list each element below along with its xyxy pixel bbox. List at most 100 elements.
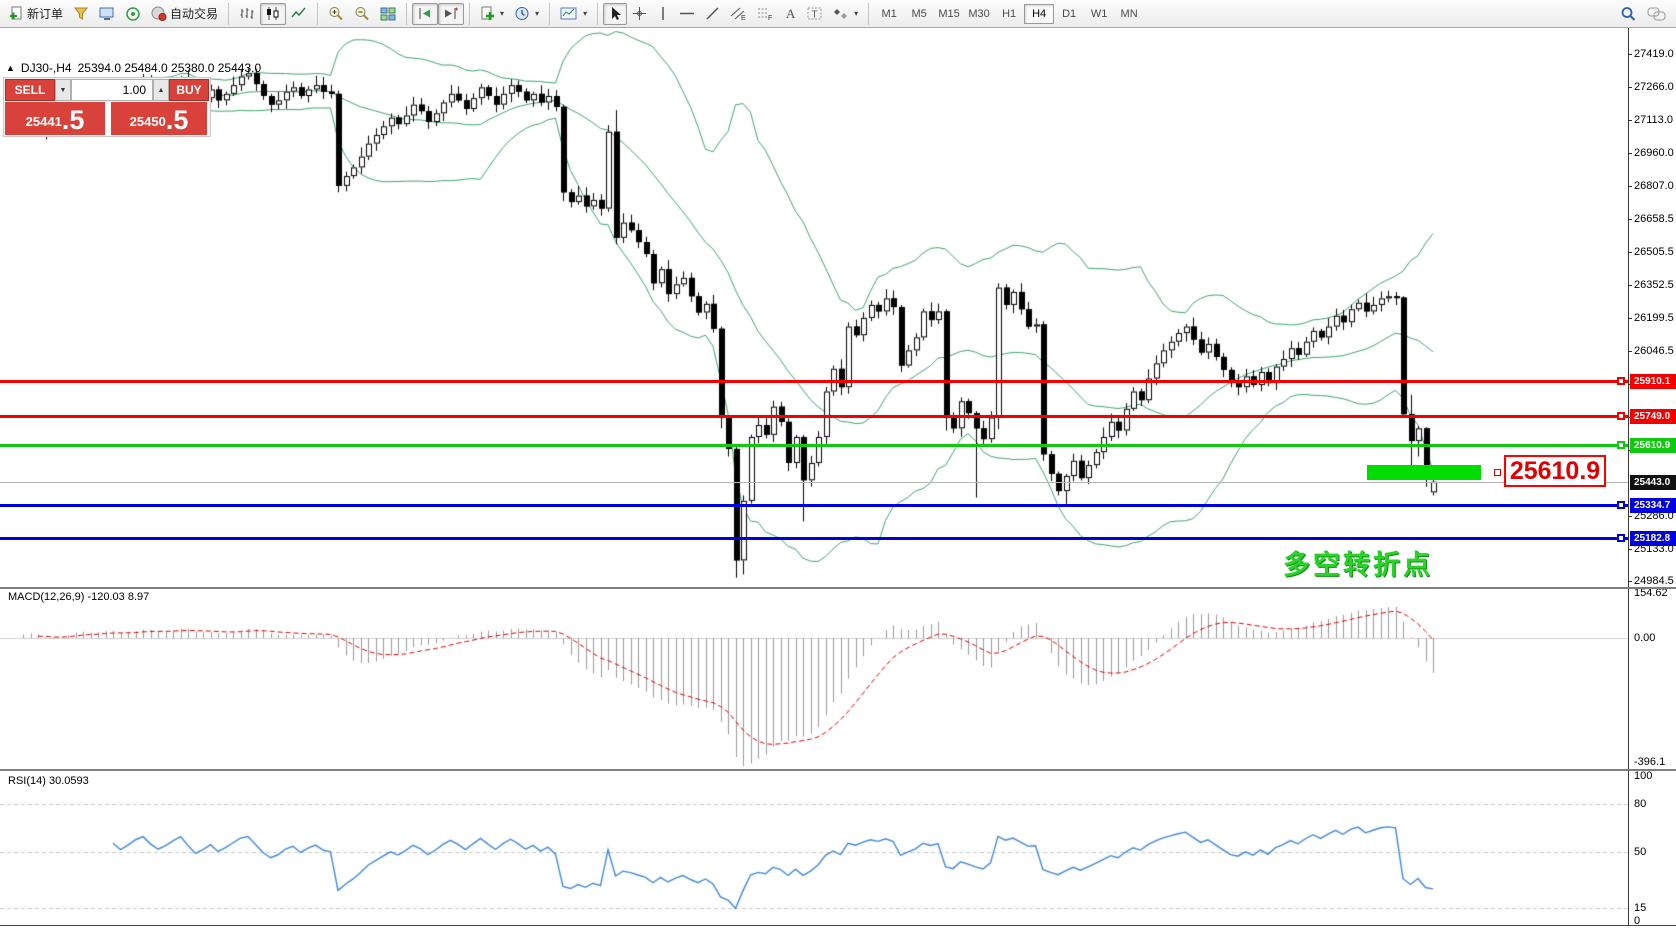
volume-increase-button[interactable]: ▲ bbox=[153, 79, 169, 101]
price-chart-canvas[interactable] bbox=[0, 28, 1676, 951]
chat-button[interactable] bbox=[1642, 3, 1672, 25]
new-order-button[interactable]: 新订单 bbox=[4, 3, 68, 25]
market-watch-button[interactable] bbox=[68, 3, 94, 25]
signals-button[interactable] bbox=[120, 3, 146, 25]
time-axis-border bbox=[0, 925, 1676, 926]
line-anchor-square bbox=[1617, 501, 1625, 510]
horizontal-line-25610.9[interactable] bbox=[0, 444, 1628, 448]
line-anchor-square bbox=[1617, 534, 1625, 543]
zoom-in-button[interactable] bbox=[323, 3, 349, 25]
candlestick-chart-button[interactable] bbox=[260, 2, 287, 25]
cursor-icon bbox=[612, 7, 622, 20]
one-click-trading-panel: SELL ▼ 1.00 ▲ BUY 25441 .5 25450 .5 bbox=[3, 77, 211, 137]
toolbar-separator bbox=[406, 2, 408, 25]
zoom-out-icon bbox=[355, 7, 369, 21]
macd-scale-max: 154.62 bbox=[1634, 587, 1668, 599]
timeframe-d1[interactable]: D1 bbox=[1062, 7, 1077, 20]
auto-trading-label: 自动交易 bbox=[170, 7, 219, 21]
fibonacci-icon: F bbox=[758, 8, 772, 21]
arrows-button[interactable]: ▾ bbox=[828, 3, 863, 25]
macd-scale-min: -396.1 bbox=[1634, 756, 1666, 768]
text-icon: A bbox=[786, 6, 796, 21]
templates-button[interactable]: ▾ bbox=[555, 3, 592, 25]
horizontal-line-25749.0[interactable] bbox=[0, 414, 1628, 418]
price-axis-tick: 26199.5 bbox=[1634, 312, 1674, 325]
timeframe-h1[interactable]: H1 bbox=[1002, 7, 1017, 20]
periods-button[interactable]: ▾ bbox=[509, 3, 544, 25]
line-chart-button[interactable] bbox=[286, 3, 312, 25]
price-axis-tickmark bbox=[1628, 318, 1632, 320]
sell-price-display[interactable]: 25441 .5 bbox=[5, 102, 105, 135]
auto-trading-icon bbox=[151, 6, 167, 21]
collapse-arrow-icon[interactable]: ▲ bbox=[6, 63, 15, 73]
sell-button[interactable]: SELL bbox=[5, 79, 55, 101]
vertical-line-button[interactable] bbox=[652, 3, 674, 25]
zoom-out-button[interactable] bbox=[349, 3, 375, 25]
clock-icon bbox=[515, 7, 529, 20]
timeframe-mn[interactable]: MN bbox=[1120, 7, 1138, 20]
price-tag-25910.1: 25910.1 bbox=[1630, 373, 1676, 389]
timeframe-m15[interactable]: M15 bbox=[938, 7, 960, 20]
horizontal-line-25182.8[interactable] bbox=[0, 537, 1628, 541]
main-toolbar: 新订单 自动交易 bbox=[0, 0, 1676, 28]
horizontal-line-25910.1[interactable] bbox=[0, 379, 1628, 383]
bar-chart-button[interactable] bbox=[234, 3, 260, 25]
auto-scroll-button[interactable] bbox=[412, 2, 439, 25]
timeframe-m5[interactable]: M5 bbox=[911, 7, 927, 20]
search-button[interactable] bbox=[1615, 3, 1642, 25]
new-order-icon bbox=[10, 6, 22, 20]
signal-icon bbox=[126, 7, 140, 21]
volume-decrease-button[interactable]: ▼ bbox=[55, 79, 71, 101]
fibonacci-button[interactable]: F bbox=[752, 3, 779, 25]
indicators-button[interactable]: ▾ bbox=[475, 3, 509, 25]
crosshair-button[interactable] bbox=[627, 3, 652, 25]
chart-shift-button[interactable] bbox=[438, 2, 465, 25]
timeframe-m1[interactable]: M1 bbox=[881, 7, 897, 20]
highlight-rectangle[interactable] bbox=[1367, 465, 1481, 480]
price-axis-tickmark bbox=[1628, 351, 1632, 353]
chart-title: ▲ DJ30-,H4 25394.0 25484.0 25380.0 25443… bbox=[6, 61, 261, 75]
svg-text:F: F bbox=[768, 15, 772, 21]
macd-scale-zero: 0.00 bbox=[1634, 632, 1656, 644]
timeframe-m30[interactable]: M30 bbox=[968, 7, 990, 20]
text-label-button[interactable]: T bbox=[802, 3, 828, 25]
trendline-button[interactable] bbox=[700, 3, 725, 25]
price-axis-tick: 27419.0 bbox=[1634, 48, 1674, 60]
cursor-button[interactable] bbox=[603, 2, 628, 25]
auto-scroll-icon bbox=[419, 8, 431, 19]
timeframe-h4[interactable]: H4 bbox=[1024, 3, 1055, 24]
price-tag-25182.8: 25182.8 bbox=[1630, 531, 1676, 547]
crosshair-icon bbox=[633, 7, 647, 20]
price-axis-tickmark bbox=[1628, 120, 1632, 122]
chart-area: ▲ DJ30-,H4 25394.0 25484.0 25380.0 25443… bbox=[0, 28, 1676, 951]
price-callout-label[interactable]: 25610.9 bbox=[1504, 455, 1606, 487]
rsi-scale-0: 0 bbox=[1634, 915, 1641, 927]
buy-button[interactable]: BUY bbox=[169, 79, 209, 101]
tile-windows-button[interactable] bbox=[375, 3, 401, 25]
panel-separator[interactable] bbox=[0, 587, 1676, 589]
horizontal-line-25334.7[interactable] bbox=[0, 504, 1628, 508]
timeframe-w1[interactable]: W1 bbox=[1090, 7, 1108, 20]
auto-trading-button[interactable]: 自动交易 bbox=[146, 3, 223, 25]
price-axis-tickmark bbox=[1628, 515, 1632, 517]
equidistant-channel-button[interactable]: E bbox=[725, 3, 752, 25]
toolbar-separator bbox=[228, 2, 230, 25]
line-anchor-square bbox=[1617, 411, 1625, 420]
panel-separator[interactable] bbox=[0, 769, 1676, 771]
price-axis-tick: 27266.0 bbox=[1634, 81, 1674, 94]
sell-price-fraction: .5 bbox=[61, 105, 85, 135]
price-axis-tick: 27113.0 bbox=[1634, 114, 1673, 127]
horizontal-line-button[interactable] bbox=[674, 3, 700, 25]
buy-price-display[interactable]: 25450 .5 bbox=[111, 102, 207, 135]
dropdown-arrow-icon: ▾ bbox=[854, 9, 859, 18]
volume-input[interactable]: 1.00 bbox=[71, 79, 153, 101]
chart-window-button[interactable] bbox=[94, 3, 120, 25]
text-button[interactable]: A bbox=[779, 3, 802, 25]
new-order-label: 新订单 bbox=[27, 7, 64, 21]
line-chart-icon bbox=[291, 7, 306, 18]
toolbar-separator bbox=[317, 2, 319, 25]
rsi-scale-50: 50 bbox=[1634, 846, 1647, 858]
rsi-scale-15: 15 bbox=[1634, 902, 1647, 914]
chart-annotation-text[interactable]: 多空转折点 bbox=[1283, 550, 1433, 580]
